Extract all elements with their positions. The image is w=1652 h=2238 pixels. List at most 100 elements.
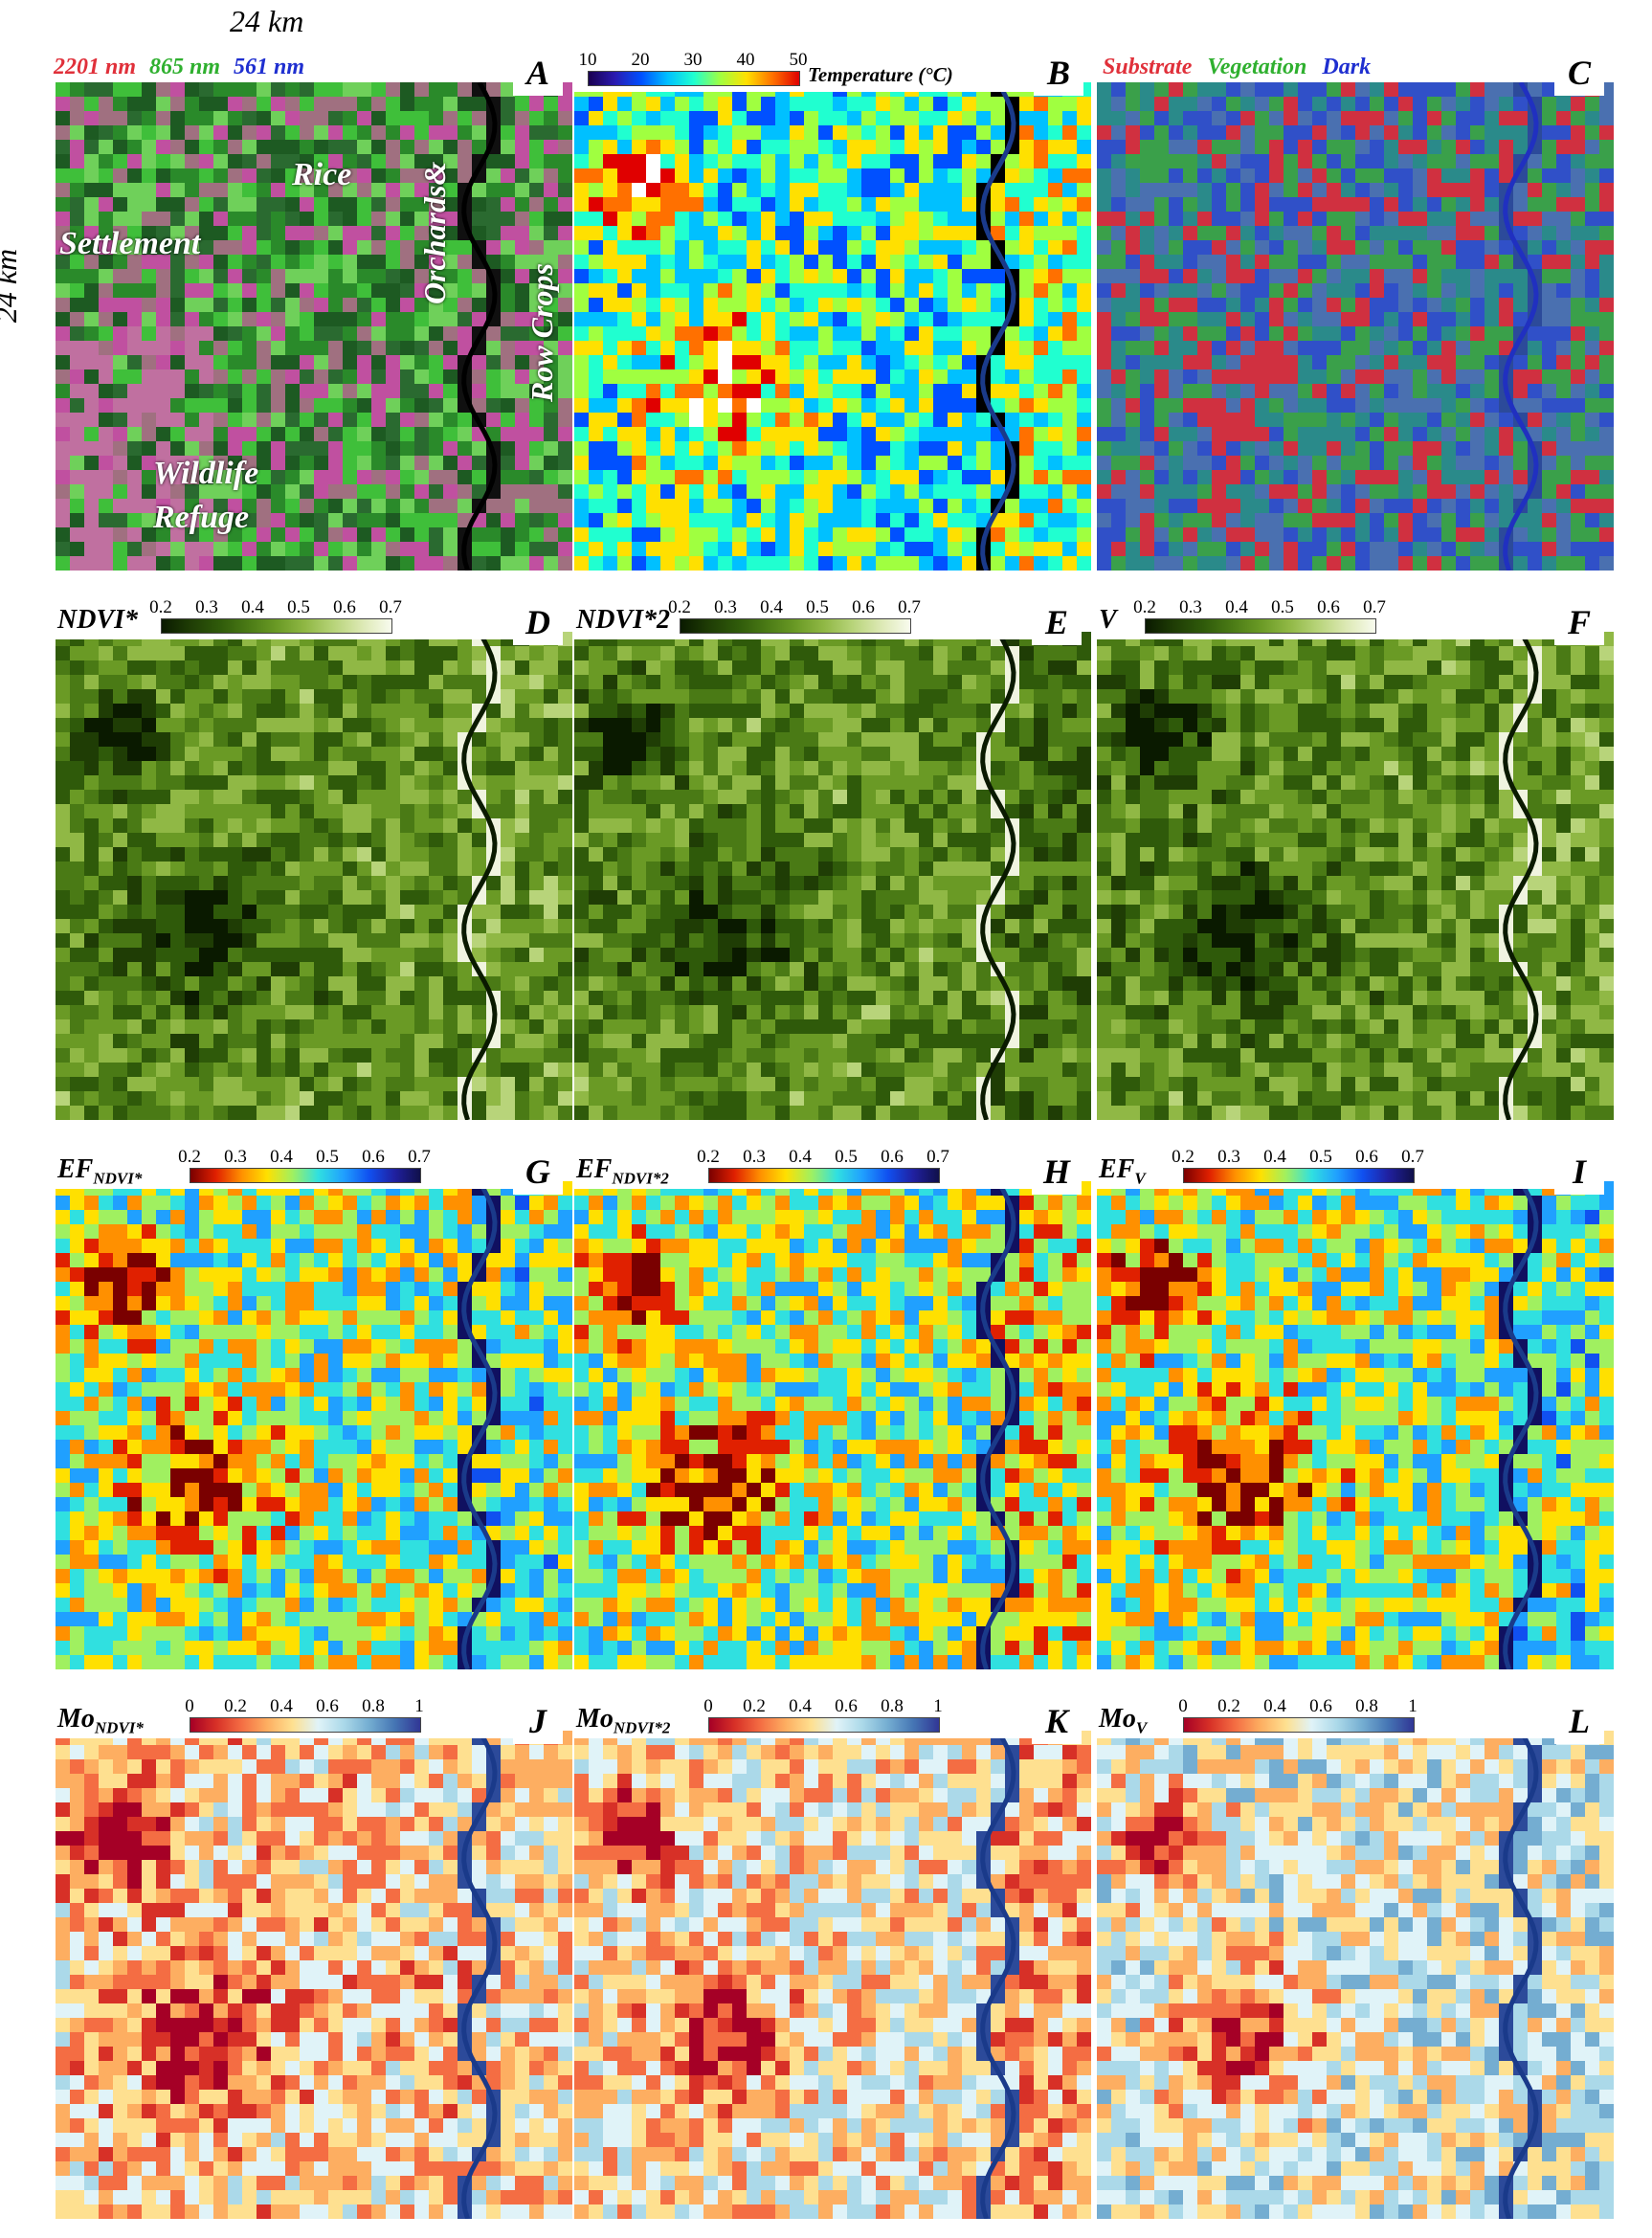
label-row-crops: Row Crops	[525, 263, 559, 402]
panel-g-tick: 0.4	[270, 1147, 293, 1167]
panel-c-letter: C	[1554, 46, 1604, 96]
panel-l-tick: 0.4	[1263, 1696, 1286, 1716]
panel-i-tick: 0.6	[1355, 1147, 1378, 1167]
scale-height-label: 24 km	[0, 248, 24, 324]
panel-e-image	[574, 632, 1091, 1120]
panel-b-image	[574, 82, 1091, 571]
panel-j-tick: 0.4	[270, 1696, 293, 1716]
panel-h-title-subscript: NDVI*2	[612, 1169, 669, 1188]
river-line	[461, 1731, 498, 2219]
band-blue-label: 561 nm	[234, 55, 305, 79]
panel-f-title: V	[1099, 605, 1117, 635]
panel-f-image	[1097, 632, 1614, 1120]
panel-g-tick: 0.5	[316, 1147, 339, 1167]
panel-b-title: Temperature (°C)	[808, 63, 953, 86]
panel-d-tick: 0.3	[195, 597, 218, 617]
panel-k-title-subscript: NDVI*2	[613, 1718, 671, 1737]
panel-h-image	[574, 1181, 1091, 1669]
panel-i-tick: 0.2	[1172, 1147, 1194, 1167]
panel-k-tick: 0.4	[789, 1696, 812, 1716]
panel-i-raster	[1097, 1181, 1614, 1669]
panel-j-tick: 1	[414, 1696, 424, 1716]
panel-h-title: EFNDVI*2	[576, 1154, 669, 1188]
river-line	[1503, 632, 1539, 1120]
panel-b-tick: 40	[736, 50, 755, 70]
panel-f-tick: 0.3	[1179, 597, 1202, 617]
panel-d-tick: 0.2	[149, 597, 172, 617]
panel-b-tick: 10	[578, 50, 597, 70]
panel-k-title: MoNDVI*2	[576, 1704, 671, 1737]
panel-h-tick: 0.7	[926, 1147, 949, 1167]
class-substrate-label: Substrate	[1103, 55, 1193, 79]
panel-i-colorbar: EFV 0.2 0.3 0.4 0.5 0.6 0.7	[1097, 1147, 1575, 1189]
panel-l-tick: 0	[1178, 1696, 1188, 1716]
river-line	[980, 1181, 1016, 1669]
panel-i-tick: 0.4	[1263, 1147, 1286, 1167]
class-dark-label: Dark	[1322, 55, 1372, 79]
panel-g-title-subscript: NDVI*	[93, 1169, 143, 1188]
panel-f-tick: 0.5	[1271, 597, 1294, 617]
panel-g-letter: G	[513, 1145, 563, 1195]
panel-i-title: EFV	[1099, 1154, 1146, 1188]
panel-j-tick: 0.6	[316, 1696, 339, 1716]
panel-j-title-subscript: NDVI*	[94, 1718, 144, 1737]
panel-i-tick: 0.7	[1401, 1147, 1424, 1167]
panel-l-letter: L	[1554, 1694, 1604, 1744]
panel-g-tick: 0.2	[178, 1147, 201, 1167]
panel-f-raster	[1097, 632, 1614, 1120]
panel-i-title-subscript: V	[1134, 1169, 1146, 1188]
panel-i-image	[1097, 1181, 1614, 1669]
panel-b-tick: 30	[683, 50, 703, 70]
panel-h-colorbar: EFNDVI*2 0.2 0.3 0.4 0.5 0.6 0.7	[574, 1147, 1053, 1189]
panel-k-raster	[574, 1731, 1091, 2219]
panel-i-tick: 0.3	[1217, 1147, 1240, 1167]
panel-h-tick: 0.2	[697, 1147, 720, 1167]
panel-g-raster	[56, 1181, 572, 1669]
panel-f-tick: 0.4	[1225, 597, 1248, 617]
panel-l-tick: 0.6	[1309, 1696, 1332, 1716]
panel-b-raster	[574, 82, 1091, 571]
panel-g-gradient	[190, 1168, 421, 1183]
panel-d-colorbar: NDVI* 0.2 0.3 0.4 0.5 0.6 0.7	[56, 597, 534, 639]
panel-f-tick: 0.7	[1363, 597, 1386, 617]
panel-b-tick: 20	[631, 50, 650, 70]
river-line	[1503, 1181, 1539, 1669]
panel-a-raster	[56, 82, 572, 571]
panel-l-tick: 1	[1408, 1696, 1418, 1716]
panel-b-colorbar: 10 20 30 40 50 Temperature (°C)	[574, 50, 1072, 92]
panel-j-gradient	[190, 1717, 421, 1733]
panel-d-image	[56, 632, 572, 1120]
panel-j-image	[56, 1731, 572, 2219]
panel-g-tick: 0.7	[408, 1147, 431, 1167]
panel-e-tick: 0.4	[760, 597, 783, 617]
panel-c-raster	[1097, 82, 1614, 571]
panel-b-letter: B	[1034, 46, 1083, 96]
panel-e-title: NDVI*2	[576, 605, 671, 635]
panel-l-image	[1097, 1731, 1614, 2219]
panel-e-colorbar: NDVI*2 0.2 0.3 0.4 0.5 0.6 0.7	[574, 597, 1053, 639]
panel-g-tick: 0.3	[224, 1147, 247, 1167]
panel-j-title: MoNDVI*	[57, 1704, 144, 1737]
panel-h-tick: 0.6	[881, 1147, 904, 1167]
panel-h-tick: 0.4	[789, 1147, 812, 1167]
panel-l-title: MoV	[1099, 1704, 1148, 1737]
panel-e-raster	[574, 632, 1091, 1120]
panel-a-band-legend: 2201 nm 865 nm 561 nm	[48, 50, 368, 84]
panel-l-tick: 0.8	[1355, 1696, 1378, 1716]
panel-e-tick: 0.2	[668, 597, 691, 617]
panel-d-tick: 0.7	[379, 597, 402, 617]
panel-l-title-subscript: V	[1135, 1718, 1148, 1737]
label-wildlife: Wildlife	[153, 456, 259, 491]
panel-l-colorbar: MoV 0 0.2 0.4 0.6 0.8 1	[1097, 1696, 1575, 1738]
panel-k-gradient	[708, 1717, 940, 1733]
river-line	[461, 82, 498, 571]
panel-d-tick: 0.5	[287, 597, 310, 617]
panel-i-letter: I	[1554, 1145, 1604, 1195]
panel-l-tick: 0.2	[1217, 1696, 1240, 1716]
scale-width-label: 24 km	[230, 4, 304, 38]
panel-d-tick: 0.4	[241, 597, 264, 617]
panel-e-tick: 0.6	[852, 597, 875, 617]
panel-c-image	[1097, 82, 1614, 571]
panel-k-tick: 0.8	[881, 1696, 904, 1716]
panel-k-tick: 0	[703, 1696, 713, 1716]
